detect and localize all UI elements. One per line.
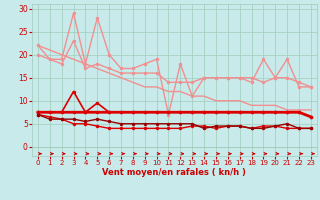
X-axis label: Vent moyen/en rafales ( kn/h ): Vent moyen/en rafales ( kn/h ): [102, 168, 246, 177]
